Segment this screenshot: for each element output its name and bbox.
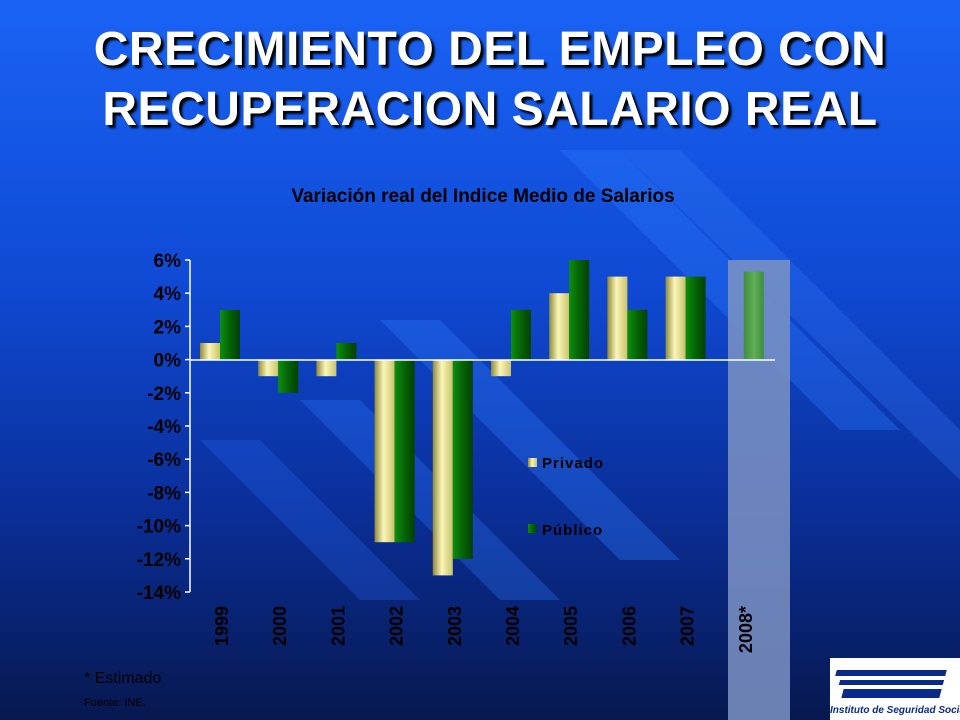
x-tick-label-2000: 2000: [270, 606, 290, 646]
x-tick-label-2004: 2004: [503, 606, 523, 646]
y-tick-label: -8%: [147, 483, 181, 504]
bar-publico-2005: [569, 260, 590, 360]
bar-privado-2000: [258, 359, 279, 377]
x-tick-label-2001: 2001: [328, 606, 348, 646]
chart-title: Variación real del Indice Medio de Salar…: [291, 186, 675, 207]
slide-title-line2: RECUPERACION SALARIO REAL: [102, 83, 878, 136]
legend-swatch-privado: [528, 458, 537, 467]
bar-privado-2001: [316, 359, 337, 377]
bar-privado-2002: [374, 359, 395, 543]
bar-publico-2001: [336, 343, 357, 360]
y-tick-label: -2%: [147, 384, 181, 405]
bar-publico-2002: [394, 359, 415, 543]
bar-publico-2007: [685, 276, 706, 360]
y-tick-label: 4%: [154, 284, 182, 305]
y-tick-label: -6%: [147, 450, 181, 471]
bar-publico-1999: [220, 309, 240, 360]
bar-privado-2003: [432, 359, 453, 576]
y-tick-label: 6%: [154, 251, 182, 272]
bar-publico-2003: [452, 359, 473, 559]
y-tick-label: 2%: [154, 317, 182, 338]
bar-privado-2004: [491, 359, 511, 377]
bar-publico-2004: [511, 309, 531, 360]
x-tick-label-2008: 2008*: [736, 606, 756, 653]
legend-label-privado: Privado: [542, 455, 604, 472]
legend-swatch-publico: [528, 524, 537, 533]
bar-privado-1999: [200, 343, 220, 360]
x-tick-label-2005: 2005: [561, 606, 581, 646]
x-tick-label-1999: 1999: [212, 606, 232, 646]
x-tick-label-2007: 2007: [678, 606, 698, 646]
x-tick-label-2003: 2003: [445, 606, 465, 646]
estimate-note: * Estimado: [84, 670, 162, 687]
bar-publico-2006: [627, 309, 648, 360]
y-tick-label: 0%: [154, 351, 182, 372]
bar-privado-2006: [607, 276, 628, 360]
source-note: Fuente: INE.: [84, 697, 146, 709]
logo-tagline: Instituto de Seguridad Social: [830, 705, 960, 716]
y-tick-label: -14%: [137, 583, 181, 604]
x-tick-label-2006: 2006: [619, 606, 639, 646]
bps-logo: Instituto de Seguridad Social: [830, 658, 960, 720]
bar-publico-2008: [743, 271, 764, 360]
y-tick-label: -4%: [147, 417, 181, 438]
bar-privado-2005: [549, 293, 570, 360]
bar-privado-2007: [665, 276, 686, 360]
y-tick-label: -10%: [137, 517, 181, 538]
legend-label-publico: Público: [542, 522, 603, 539]
x-tick-label-2002: 2002: [387, 606, 407, 646]
slide-title-line1: CRECIMIENTO DEL EMPLEO CON: [93, 23, 887, 76]
bar-publico-2000: [278, 359, 299, 393]
y-tick-label: -12%: [137, 550, 181, 571]
bps-logo-mark: [835, 668, 952, 700]
